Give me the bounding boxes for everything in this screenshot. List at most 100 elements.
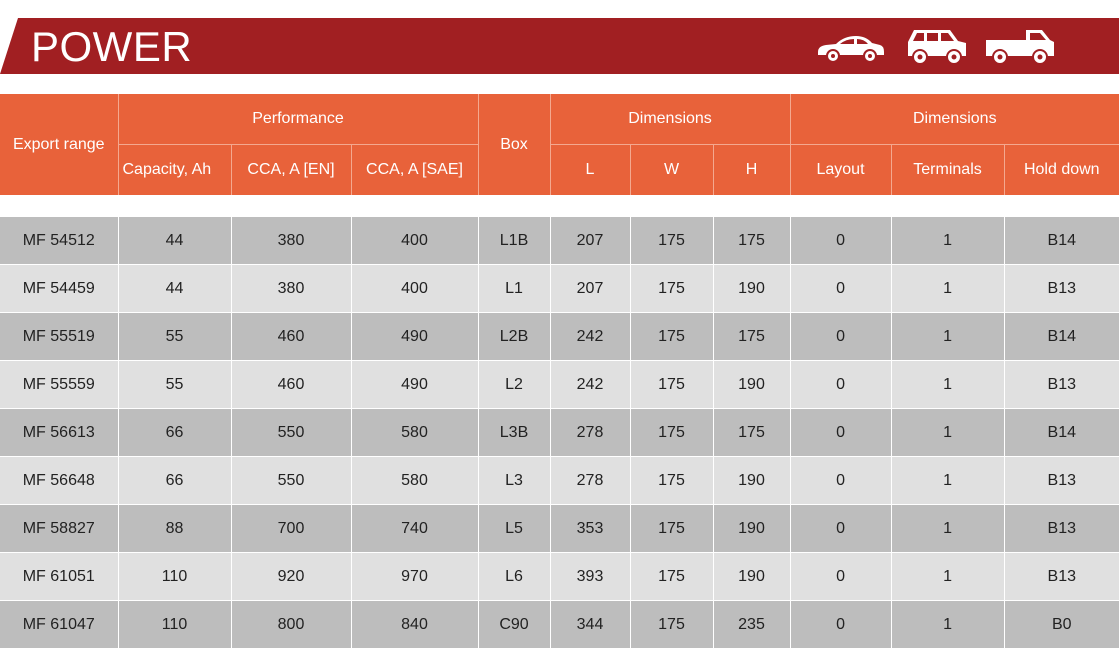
hold-down-cell: B14	[1003, 217, 1119, 265]
cca-sae-cell: 400	[350, 217, 478, 265]
width-cell: 175	[629, 408, 713, 457]
cca-en-cell: 920	[230, 552, 351, 601]
cca-sae-cell: 840	[350, 600, 478, 649]
model-cell: MF 54512	[0, 217, 118, 265]
height-cell: 190	[712, 360, 791, 409]
width-cell: 175	[629, 504, 713, 553]
cca-en-cell: 380	[230, 264, 351, 313]
capacity-cell: 55	[117, 312, 231, 361]
cca-sae-cell: 490	[350, 312, 478, 361]
layout-cell: 0	[789, 600, 892, 649]
cca-sae-cell: 400	[350, 264, 478, 313]
table-row: MF 55559 55 460 490 L2 242 175 190 0 1 B13	[0, 360, 1119, 409]
model-cell: MF 61051	[0, 552, 118, 601]
height-cell: 175	[712, 312, 791, 361]
width-cell: 175	[629, 456, 713, 505]
hold-down-cell: B0	[1003, 600, 1119, 649]
layout-cell: 0	[789, 360, 892, 409]
table-row: MF 56648 66 550 580 L3 278 175 190 0 1 B13	[0, 456, 1119, 505]
table-row: MF 61051 110 920 970 L6 393 175 190 0 1 B13	[0, 552, 1119, 601]
page-title: POWER	[31, 23, 193, 70]
layout-cell: 0	[789, 504, 892, 553]
hold-down-cell: B14	[1003, 312, 1119, 361]
battery-spec-table: Export range Performance Box Dimensions …	[0, 94, 1119, 649]
layout-cell: 0	[789, 552, 892, 601]
length-cell: 393	[549, 552, 630, 601]
height-cell: 190	[712, 456, 791, 505]
table-row: MF 55519 55 460 490 L2B 242 175 175 0 1 B14	[0, 312, 1119, 361]
hold-down-cell: B13	[1003, 552, 1119, 601]
header-dimensions-config: Dimensions	[789, 94, 1119, 145]
capacity-cell: 44	[117, 217, 231, 265]
model-cell: MF 56648	[0, 456, 118, 505]
hold-down-cell: B13	[1003, 264, 1119, 313]
layout-cell: 0	[789, 264, 892, 313]
height-cell: 235	[712, 600, 791, 649]
capacity-cell: 110	[117, 600, 231, 649]
length-cell: 353	[549, 504, 630, 553]
capacity-cell: 44	[117, 264, 231, 313]
terminals-cell: 1	[890, 456, 1005, 505]
car-sedan-icon	[818, 36, 884, 63]
height-cell: 190	[712, 552, 791, 601]
capacity-cell: 110	[117, 552, 231, 601]
table-row: MF 54459 44 380 400 L1 207 175 190 0 1 B13	[0, 264, 1119, 313]
height-cell: 190	[712, 264, 791, 313]
header-box: Box	[477, 94, 550, 195]
terminals-cell: 1	[890, 312, 1005, 361]
cca-en-cell: 700	[230, 504, 351, 553]
length-cell: 242	[549, 312, 630, 361]
header-width: W	[629, 144, 713, 195]
model-cell: MF 61047	[0, 600, 118, 649]
suv-icon	[908, 30, 966, 65]
header-export-range: Export range	[0, 94, 118, 195]
model-cell: MF 56613	[0, 408, 118, 457]
terminals-cell: 1	[890, 552, 1005, 601]
capacity-cell: 66	[117, 408, 231, 457]
terminals-cell: 1	[890, 600, 1005, 649]
box-cell: C90	[477, 600, 550, 649]
hold-down-cell: B14	[1003, 408, 1119, 457]
hold-down-cell: B13	[1003, 360, 1119, 409]
header-cca-en: CCA, A [EN]	[230, 144, 351, 195]
cca-sae-cell: 740	[350, 504, 478, 553]
table-row: MF 54512 44 380 400 L1B 207 175 175 0 1 B14	[0, 217, 1119, 265]
width-cell: 175	[629, 360, 713, 409]
width-cell: 175	[629, 600, 713, 649]
table-row: MF 56613 66 550 580 L3B 278 175 175 0 1 B14	[0, 408, 1119, 457]
layout-cell: 0	[789, 217, 892, 265]
cca-en-cell: 550	[230, 456, 351, 505]
model-cell: MF 58827	[0, 504, 118, 553]
length-cell: 242	[549, 360, 630, 409]
terminals-cell: 1	[890, 408, 1005, 457]
length-cell: 207	[549, 217, 630, 265]
terminals-cell: 1	[890, 217, 1005, 265]
box-cell: L3B	[477, 408, 550, 457]
header-hold-down: Hold down	[1003, 144, 1119, 195]
cca-sae-cell: 970	[350, 552, 478, 601]
hold-down-cell: B13	[1003, 504, 1119, 553]
box-cell: L1	[477, 264, 550, 313]
length-cell: 278	[549, 456, 630, 505]
cca-en-cell: 460	[230, 312, 351, 361]
box-cell: L1B	[477, 217, 550, 265]
length-cell: 278	[549, 408, 630, 457]
terminals-cell: 1	[890, 360, 1005, 409]
header-height: H	[712, 144, 791, 195]
box-cell: L2B	[477, 312, 550, 361]
box-cell: L3	[477, 456, 550, 505]
cca-en-cell: 800	[230, 600, 351, 649]
header-dimensions-size: Dimensions	[549, 94, 791, 145]
terminals-cell: 1	[890, 264, 1005, 313]
header-layout: Layout	[789, 144, 892, 195]
header-capacity: Capacity, Ah	[117, 144, 231, 195]
layout-cell: 0	[789, 408, 892, 457]
header-terminals: Terminals	[890, 144, 1005, 195]
model-cell: MF 54459	[0, 264, 118, 313]
pickup-truck-icon	[986, 30, 1054, 65]
model-cell: MF 55519	[0, 312, 118, 361]
header-performance: Performance	[117, 94, 478, 145]
cca-sae-cell: 490	[350, 360, 478, 409]
capacity-cell: 66	[117, 456, 231, 505]
layout-cell: 0	[789, 456, 892, 505]
